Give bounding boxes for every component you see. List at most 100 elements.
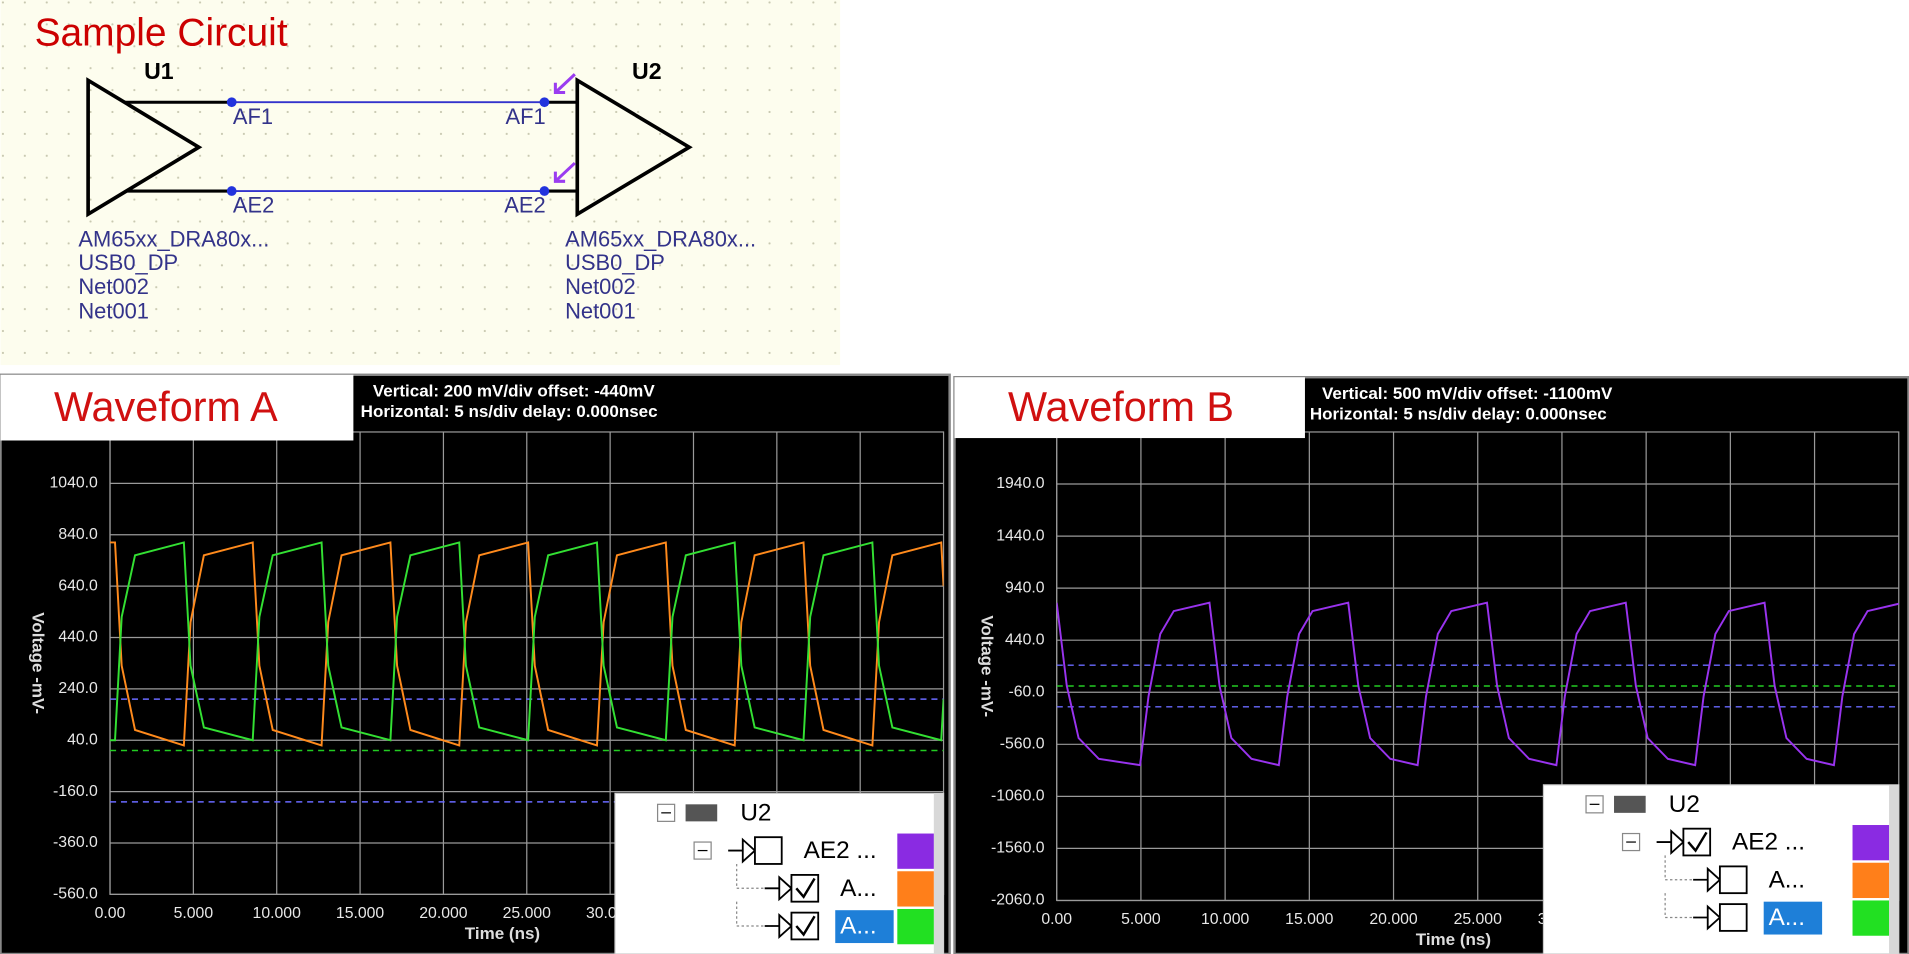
pin-label: AF1 [505,104,545,129]
pin-label: AE2 [233,193,274,218]
color-swatch [1852,862,1890,899]
part-info: Net001 [78,299,149,324]
part-info: AM65xx_DRA80x... [78,227,269,252]
part-info: Net002 [78,274,149,299]
probe-arrow [553,161,576,183]
part-info: Net002 [565,274,636,299]
x-tick-label: 10.000 [253,905,302,922]
y-tick-label: 240.0 [58,680,98,697]
node-dot [226,186,237,196]
legend-scrollbar [1889,784,1899,954]
tree-label[interactable]: U2 [1669,791,1700,818]
x-tick-label: 0.00 [95,905,126,922]
x-tick-label: 5.000 [174,905,214,922]
y-tick-label: 640.0 [58,577,98,594]
tree-label[interactable]: A... [840,913,877,940]
y-axis-label: Voltage -mV- [978,615,997,717]
chart-title: Waveform B [1008,384,1234,430]
tree-connector [1664,893,1702,919]
x-tick-label: 5.000 [1121,911,1161,928]
y-tick-label: -1560.0 [991,840,1045,857]
tree-label[interactable]: A... [840,875,877,902]
tree-connector [736,863,774,889]
x-axis-label: Time (ns) [465,924,540,943]
horizontal-setting: Horizontal: 5 ns/div delay: 0.000nsec [1310,404,1607,423]
x-tick-label: 0.00 [1041,911,1072,928]
vertical-setting: Vertical: 500 mV/div offset: -1100mV [1322,384,1613,403]
tree-label[interactable]: A... [1769,866,1806,893]
color-swatch [1852,900,1890,936]
pin-icon [1693,904,1722,931]
x-tick-label: 15.000 [1285,911,1334,928]
probe-arrow [553,73,576,95]
legend-tree: U2 AE2 ... A... A... [614,792,945,954]
node-dot [539,97,550,108]
selection-highlight [1763,901,1823,935]
checkbox[interactable] [1718,903,1748,932]
part-info: AM65xx_DRA80x... [565,227,756,252]
color-swatch [1852,825,1890,861]
check-mark [795,915,816,937]
y-tick-label: 440.0 [1005,631,1045,648]
pin-icon [1656,829,1685,856]
tree-label[interactable]: A... [1769,904,1806,931]
title-box [954,377,1305,439]
x-tick-label: 15.000 [336,905,385,922]
pin-icon [1693,866,1722,893]
waveform-line [110,541,944,742]
part-ref: U1 [144,58,174,84]
waveform-line [1056,601,1899,767]
legend-scrollbar [933,793,944,954]
y-tick-label: 1440.0 [996,527,1045,544]
y-tick-label: -560.0 [53,886,98,903]
x-axis-label: Time (ns) [1416,930,1491,949]
title-box [0,374,354,441]
x-tick-label: 25.000 [1454,911,1503,928]
part-info: USB0_DP [565,250,665,275]
selection-highlight [835,910,894,944]
vertical-setting: Vertical: 200 mV/div offset: -440mV [373,381,655,400]
y-tick-label: -1060.0 [991,788,1045,805]
tree-label[interactable]: AE2 ... [1732,829,1805,856]
pin-icon [764,913,793,940]
y-tick-label: -560.0 [1000,735,1045,752]
buffer-u1 [86,77,203,218]
y-tick-label: 440.0 [58,629,98,646]
waveform-line [110,541,944,747]
chart-title: Waveform A [54,384,278,430]
pin-icon [728,837,757,864]
y-axis-label: Voltage -mV- [29,612,48,714]
checkbox[interactable] [1718,865,1748,895]
color-swatch [897,833,934,869]
pin-label: AE2 [504,193,545,218]
x-tick-label: 10.000 [1201,911,1250,928]
tree-label[interactable]: U2 [740,799,771,826]
part-info: USB0_DP [78,250,178,275]
waveform-panel: -2060.0 -1560.0 -1060.0 -560.0 -60.0 440.0 940… [953,376,1909,954]
tree-label[interactable]: AE2 ... [804,837,877,864]
y-tick-label: -160.0 [53,783,98,800]
checkbox[interactable] [754,836,783,865]
waveform-panel: -560.0 -360.0 -160.0 40.0 240.0 440.0 640.0 840… [0,373,951,954]
buffer-u2 [575,77,693,218]
pin-label: AF1 [233,104,273,129]
circuit-panel: Sample Circuit U1 U2 AF1 AE2 AF1 AE2 AM6… [0,0,841,366]
part-ref: U2 [632,58,662,84]
y-tick-label: 1040.0 [50,475,99,492]
tree-connector [1664,855,1702,881]
y-tick-label: -2060.0 [991,892,1045,909]
horizontal-setting: Horizontal: 5 ns/div delay: 0.000nsec [361,402,658,421]
x-tick-label: 20.000 [419,905,468,922]
node-dot [226,97,237,108]
y-tick-label: 1940.0 [996,475,1045,492]
x-tick-label: 20.000 [1369,911,1418,928]
check-mark [1687,831,1708,853]
checkbox[interactable] [790,873,820,903]
plot-area [1056,601,1899,767]
chip-icon [685,804,718,822]
chip-icon [1614,795,1646,813]
circuit-title: Sample Circuit [35,12,288,55]
legend-tree: U2 AE2 ... A... A... [1542,784,1900,954]
